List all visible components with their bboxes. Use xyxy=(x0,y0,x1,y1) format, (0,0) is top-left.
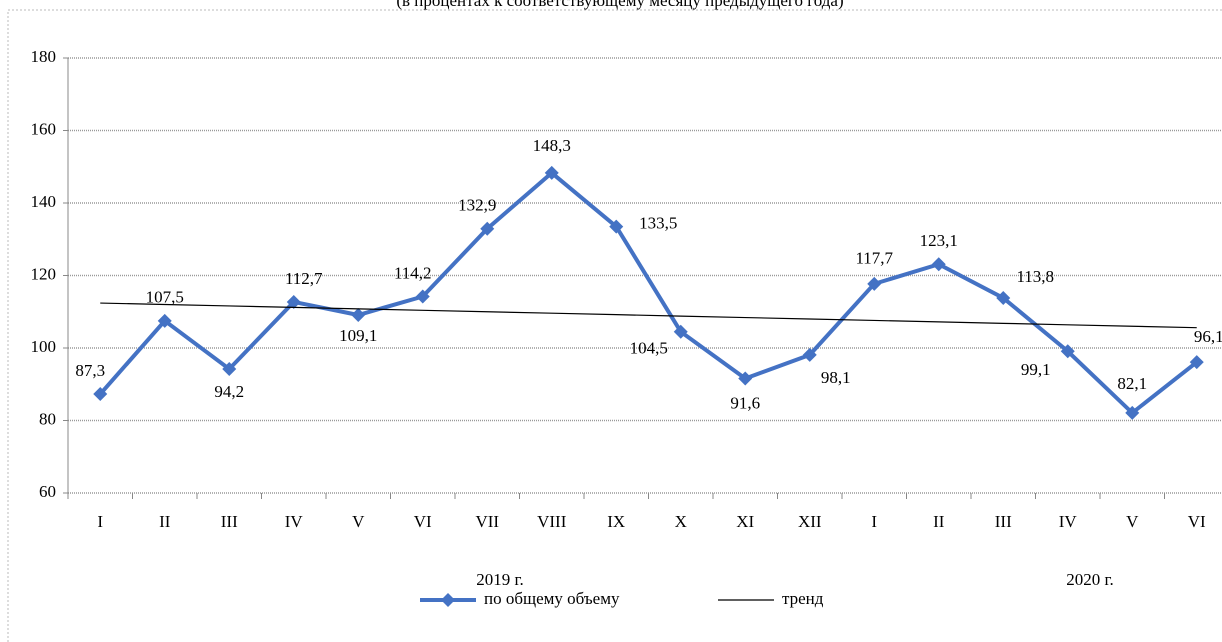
marker xyxy=(931,257,946,272)
data-label: 82,1 xyxy=(1117,374,1147,393)
x-tick-label: IX xyxy=(607,512,625,531)
data-label: 117,7 xyxy=(855,249,893,268)
data-label: 132,9 xyxy=(458,196,496,215)
marker xyxy=(738,371,753,386)
data-label: 104,5 xyxy=(630,339,668,358)
x-tick-label: XI xyxy=(736,512,754,531)
x-tick-label: I xyxy=(97,512,103,531)
x-tick-label: II xyxy=(933,512,945,531)
x-tick-label: VII xyxy=(475,512,499,531)
x-tick-label: V xyxy=(1126,512,1139,531)
data-label: 114,2 xyxy=(394,263,432,282)
x-tick-label: VI xyxy=(414,512,432,531)
data-label: 96,1 xyxy=(1194,327,1222,346)
legend-label: тренд xyxy=(782,589,824,608)
chart-border xyxy=(7,9,1222,642)
chart-title: (в процентах к соответствующему месяцу п… xyxy=(396,0,843,10)
year-label: 2020 г. xyxy=(1066,570,1114,589)
x-tick-label: V xyxy=(352,512,365,531)
marker xyxy=(802,347,817,362)
marker xyxy=(1125,405,1140,420)
data-label: 107,5 xyxy=(146,288,184,307)
x-tick-label: VI xyxy=(1188,512,1206,531)
marker xyxy=(673,324,688,339)
marker xyxy=(286,294,301,309)
marker xyxy=(93,387,108,402)
marker xyxy=(996,290,1011,305)
marker xyxy=(222,362,237,377)
data-label: 133,5 xyxy=(639,213,677,232)
data-label: 109,1 xyxy=(339,326,377,345)
year-label: 2019 г. xyxy=(476,570,524,589)
data-label: 123,1 xyxy=(920,231,958,250)
x-tick-label: I xyxy=(871,512,877,531)
x-tick-label: X xyxy=(675,512,687,531)
legend-label: по общему объему xyxy=(484,589,620,608)
data-label: 98,1 xyxy=(821,368,851,387)
marker xyxy=(480,221,495,236)
marker xyxy=(157,313,172,328)
marker xyxy=(351,308,366,323)
data-label: 91,6 xyxy=(730,393,760,412)
x-tick-label: IV xyxy=(1059,512,1078,531)
x-tick-label: III xyxy=(221,512,238,531)
y-tick-label: 160 xyxy=(31,119,57,138)
y-tick-label: 100 xyxy=(31,337,57,356)
y-tick-label: 80 xyxy=(39,409,56,428)
trend-line xyxy=(100,302,1197,329)
marker xyxy=(415,289,430,304)
y-tick-label: 120 xyxy=(31,264,57,283)
data-label: 148,3 xyxy=(533,136,571,155)
x-tick-label: XII xyxy=(798,512,822,531)
x-tick-label: II xyxy=(159,512,171,531)
x-tick-label: IV xyxy=(285,512,304,531)
data-label: 113,8 xyxy=(1016,267,1054,286)
y-tick-label: 180 xyxy=(31,47,57,66)
y-tick-label: 140 xyxy=(31,192,57,211)
marker xyxy=(1060,344,1075,359)
y-tick-label: 60 xyxy=(39,482,56,501)
marker xyxy=(609,219,624,234)
data-label: 112,7 xyxy=(285,269,323,288)
data-label: 87,3 xyxy=(75,361,105,380)
marker xyxy=(867,276,882,291)
data-label: 94,2 xyxy=(214,382,244,401)
x-tick-label: VIII xyxy=(537,512,567,531)
data-label: 99,1 xyxy=(1021,360,1051,379)
x-tick-label: III xyxy=(995,512,1012,531)
marker xyxy=(544,165,559,180)
series-line xyxy=(98,170,1198,416)
legend-marker xyxy=(441,593,455,607)
marker xyxy=(1189,355,1204,370)
